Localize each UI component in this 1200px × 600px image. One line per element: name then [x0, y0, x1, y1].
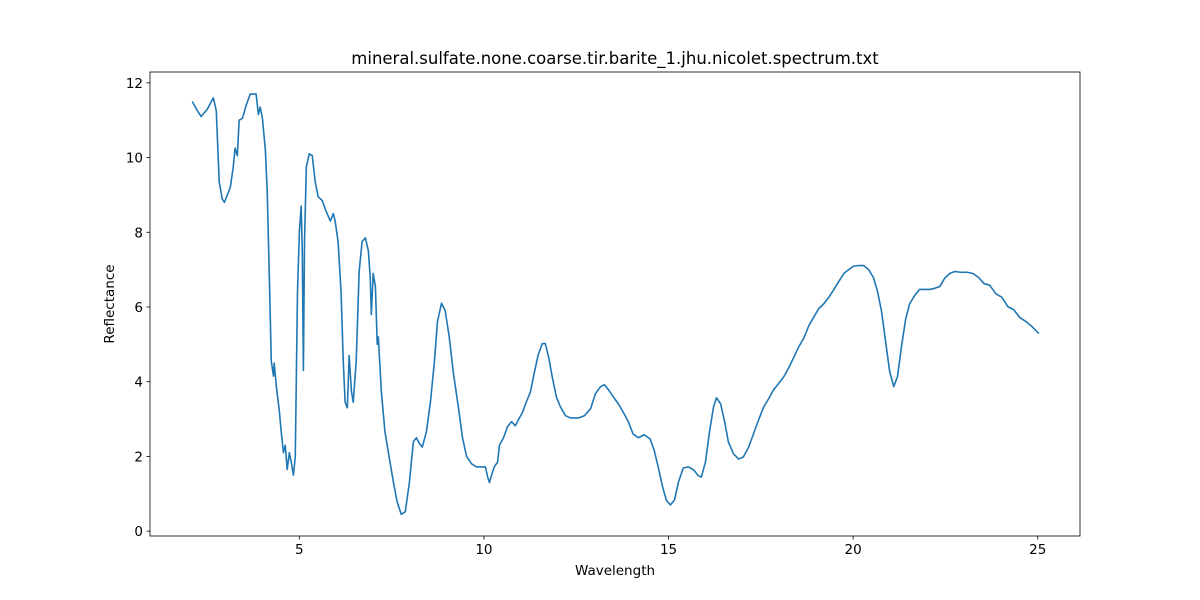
chart-title: mineral.sulfate.none.coarse.tir.barite_1…	[351, 49, 879, 69]
x-tick-label: 20	[845, 542, 862, 558]
y-tick-label: 4	[134, 375, 143, 391]
x-tick-label: 5	[295, 542, 304, 558]
x-tick-label: 25	[1029, 542, 1046, 558]
y-tick-label: 2	[134, 449, 143, 465]
y-tick-label: 6	[134, 300, 143, 316]
y-axis-label: Reflectance	[102, 264, 118, 343]
data-line	[191, 93, 1040, 516]
y-tick-label: 0	[134, 524, 143, 540]
x-tick-label: 10	[475, 542, 492, 558]
plot-frame	[149, 71, 1081, 537]
y-tick-label: 12	[126, 76, 143, 92]
x-axis-label: Wavelength	[575, 563, 655, 579]
y-tick-label: 8	[134, 225, 143, 241]
x-tick-label: 15	[660, 542, 677, 558]
y-tick-label: 10	[126, 151, 143, 167]
